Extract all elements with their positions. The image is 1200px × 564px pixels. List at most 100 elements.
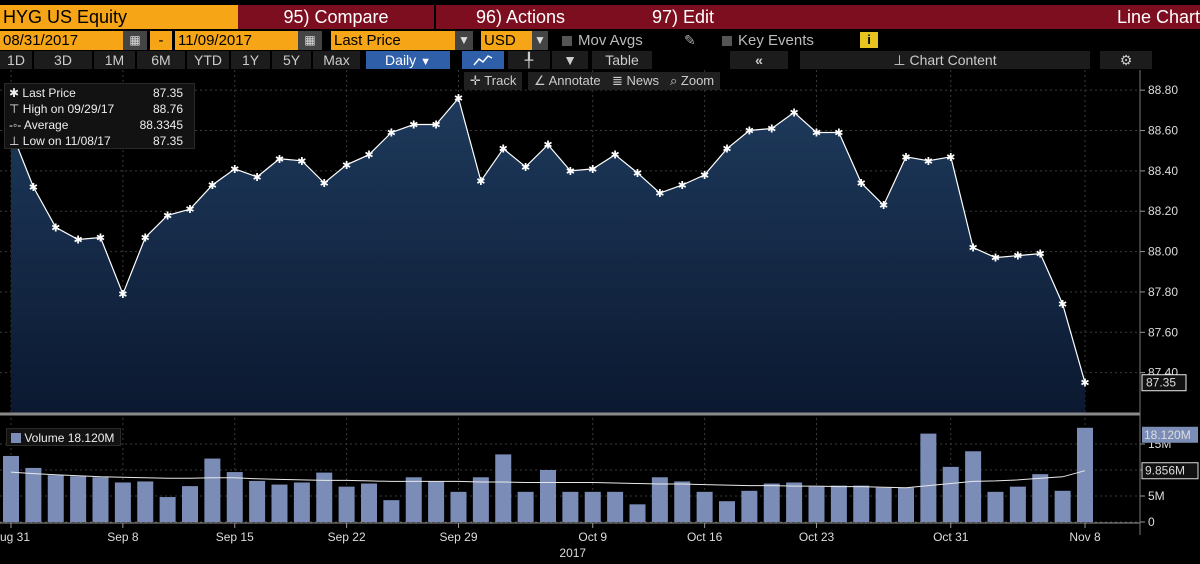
range-button-1d[interactable]: 1D [0,51,32,69]
volume-legend[interactable]: Volume 18.120M [6,428,122,446]
volume-bar [942,466,959,522]
price-point: ✱ [208,179,217,192]
currency-select[interactable]: USD [481,31,534,50]
search-icon: ⌕ [670,73,678,88]
y-tick-label: 88.60 [1148,124,1178,138]
price-point: ✱ [1036,248,1045,261]
high-icon: ⊤ [9,102,20,116]
calendar-icon[interactable]: ▦ [123,31,147,50]
field-select[interactable]: Last Price [331,31,457,50]
line-chart-icon[interactable] [462,51,504,69]
price-point: ✱ [320,177,329,190]
calendar-icon[interactable]: ▦ [298,31,322,50]
x-axis: Aug 31 Sep 8 Sep 15 Sep 22 Sep 29 Oct 9 Oct 16… [0,522,1140,560]
price-chart[interactable]: ✱ ✱ ✱ ✱ ✱ ✱ ✱ ✱ ✱ ✱ ✱ ✱ ✱ ✱ ✱ ✱ ✱ ✱ ✱ ✱ ✱ ✱ ✱ ✱ ✱ ✱ ✱ ✱ ✱ ✱ ✱ ✱ ✱ ✱ ✱ ✱ ✱ ✱ ✱ ✱… [0,70,1200,564]
volume-bar [271,484,288,522]
x-tick-label: Oct 9 [578,530,607,544]
average-icon: -◦- [9,118,22,132]
chevron-down-icon: ▼ [420,56,431,68]
end-date-input[interactable]: 11/09/2017 [175,31,298,50]
table-button[interactable]: Table [592,51,652,69]
price-point: ✱ [253,171,262,184]
price-point: ✱ [767,123,776,136]
volume-bar [763,483,780,522]
zoom-label: Zoom [680,73,715,88]
last-price-label: 87.35 [1146,376,1176,390]
x-tick-label: Oct 16 [687,530,723,544]
price-points: ✱ ✱ ✱ ✱ ✱ ✱ ✱ ✱ ✱ ✱ ✱ ✱ ✱ ✱ ✱ ✱ ✱ ✱ ✱ ✱ ✱ ✱ ✱ ✱ ✱ ✱ ✱ ✱ ✱ ✱ ✱ ✱ ✱ ✱ ✱ ✱ ✱ ✱ ✱ ✱… [6,92,1089,389]
start-date-input[interactable]: 08/31/2017 [0,31,123,50]
price-point: ✱ [29,181,38,194]
compare-button[interactable]: 95) Compare [238,5,434,29]
volume-tick-label: 5M [1148,489,1165,503]
price-point: ✱ [476,175,485,188]
x-year-label: 2017 [559,546,586,560]
range-button-3d[interactable]: 3D [34,51,92,69]
volume-last-label: 18.120M [1144,428,1191,442]
range-button-max[interactable]: Max [313,51,360,69]
bar-chart-icon[interactable]: ╀ [508,51,550,69]
price-point: ✱ [879,199,888,212]
range-button-ytd[interactable]: YTD [187,51,229,69]
chart-content-button[interactable]: ⊥ Chart Content [800,51,1090,69]
legend-value: 87.35 [152,86,183,100]
price-point: ✱ [185,203,194,216]
volume-bar [405,477,422,522]
chevron-down-icon[interactable]: ▼ [532,31,548,50]
volume-bar [25,467,42,522]
volume-bar [540,470,556,522]
legend-label: Last Price [22,86,76,100]
range-button-1y[interactable]: 1Y [231,51,270,69]
chevron-down-icon[interactable]: ▼ [455,31,473,50]
frequency-select[interactable]: Daily ▼ [366,51,450,69]
volume-last-badge [1142,426,1198,443]
volume-bar [361,483,377,522]
range-button-1m[interactable]: 1M [94,51,135,69]
volume-bar [898,487,914,522]
price-point: ✱ [454,92,463,105]
news-button[interactable]: ≣ News [606,72,666,90]
track-label: Track [484,73,517,88]
price-point: ✱ [924,155,933,168]
key-events-toggle[interactable]: Key Events [722,31,846,50]
volume-bar [182,486,198,522]
x-tick-label: Sep 29 [439,530,477,544]
pencil-icon[interactable]: ✎ [684,32,696,48]
volume-bars [3,427,1093,522]
price-point: ✱ [722,143,731,156]
chart-content-label: Chart Content [909,52,997,68]
edit-label: 97) Edit [652,7,715,27]
y-tick-label: 87.60 [1148,325,1178,339]
annotate-button[interactable]: ∠ Annotate [528,72,607,90]
volume-bar [450,491,467,522]
volume-bar [517,491,534,522]
price-point: ✱ [678,179,687,192]
range-button-5y[interactable]: 5Y [272,51,311,69]
chevron-down-icon[interactable]: ▼ [552,51,588,69]
price-point: ✱ [364,149,373,162]
gear-icon[interactable]: ⚙ [1100,51,1152,69]
track-button[interactable]: ✛ Track [464,72,523,90]
collapse-icon[interactable]: « [730,51,788,69]
price-point: ✱ [499,143,508,156]
volume-bar [830,485,847,522]
price-point: ✱ [566,165,575,178]
ticker-field[interactable]: HYG US Equity [0,5,239,29]
asterisk-icon: ✱ [9,86,20,100]
mov-avgs-toggle[interactable]: Mov Avgs [562,31,672,50]
info-icon[interactable]: i [860,32,878,48]
volume-bar [629,504,646,522]
x-tick-label: Aug 31 [0,530,30,544]
range-button-6m[interactable]: 6M [137,51,185,69]
price-point: ✱ [901,151,910,164]
zoom-button[interactable]: ⌕ Zoom [664,72,721,90]
low-icon: ⊥ [9,134,20,148]
price-point: ✱ [655,187,664,200]
price-legend[interactable]: ✱ Last Price 87.35 ⊤ High on 09/29/17 88.7… [4,83,195,149]
price-point: ✱ [745,125,754,138]
price-point: ✱ [230,163,239,176]
price-point: ✱ [387,127,396,140]
volume-bar [114,482,131,522]
legend-value: 88.76 [152,102,183,116]
